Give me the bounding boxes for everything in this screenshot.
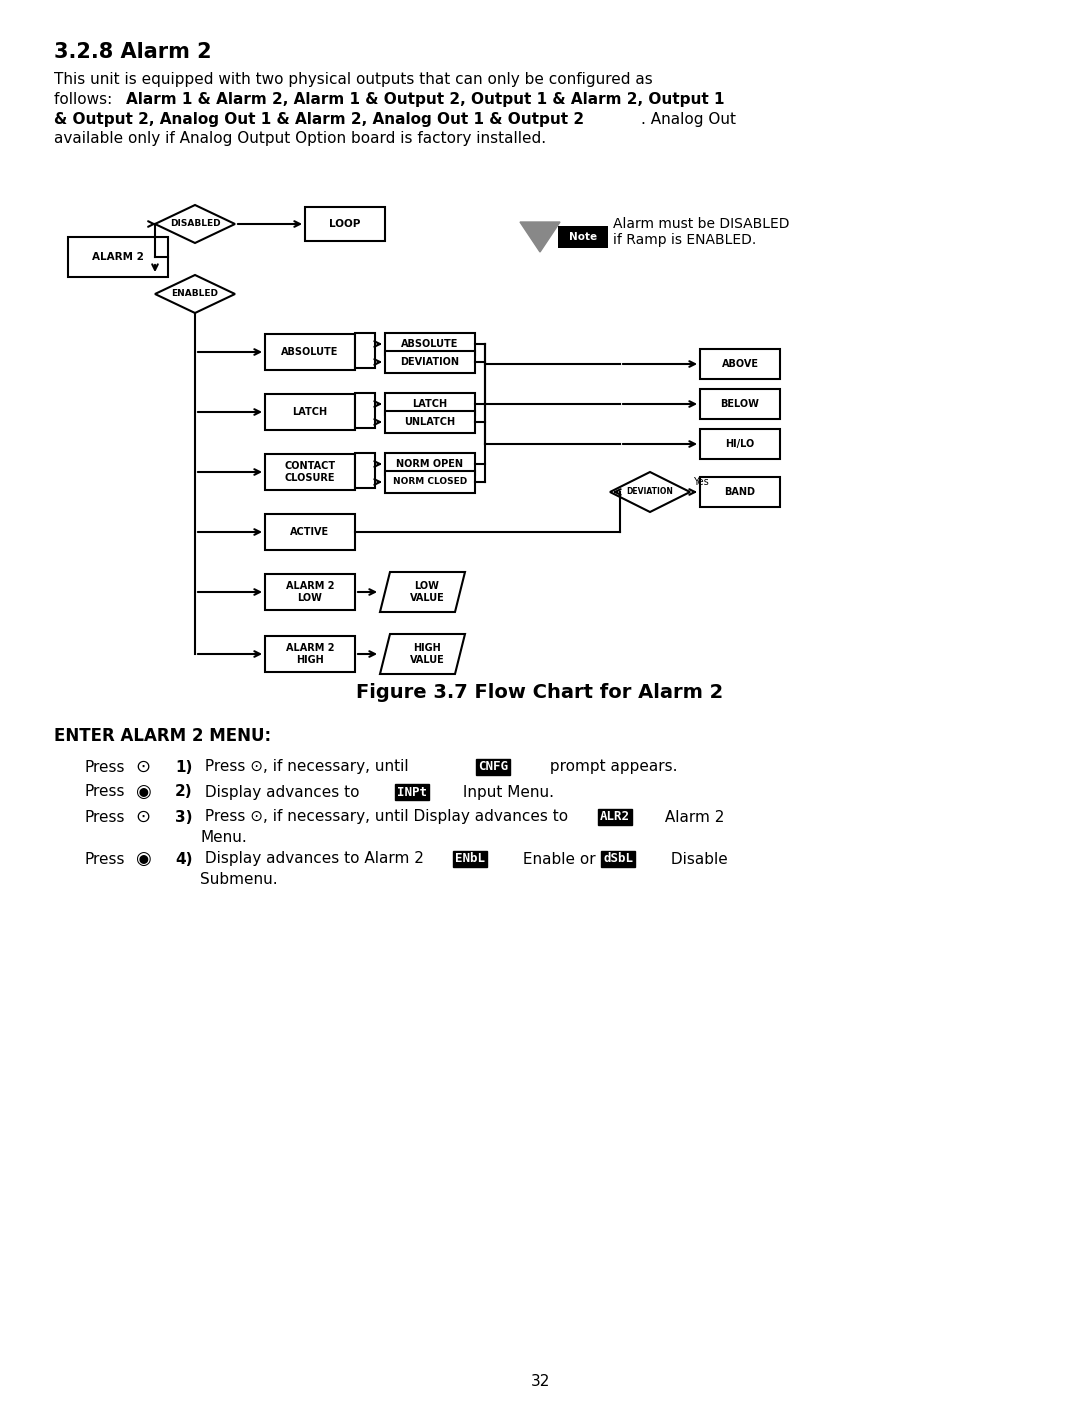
Text: CNFG: CNFG <box>478 761 508 774</box>
Bar <box>265 394 355 431</box>
Text: ABSOLUTE: ABSOLUTE <box>402 339 459 349</box>
Text: UNLATCH: UNLATCH <box>404 417 456 426</box>
Bar <box>355 393 375 428</box>
Bar <box>355 453 375 489</box>
Text: HIGH
VALUE: HIGH VALUE <box>409 644 444 665</box>
Text: ENTER ALARM 2 MENU:: ENTER ALARM 2 MENU: <box>54 727 271 746</box>
Bar <box>384 352 475 373</box>
Text: DEVIATION: DEVIATION <box>401 357 459 367</box>
Polygon shape <box>156 275 235 313</box>
Text: . Analog Out: . Analog Out <box>642 112 735 127</box>
Text: ◉: ◉ <box>135 850 151 868</box>
Text: Display advances to Alarm 2: Display advances to Alarm 2 <box>200 851 429 867</box>
Bar <box>265 455 355 490</box>
Text: Note: Note <box>569 232 597 241</box>
Bar <box>700 349 780 378</box>
Text: Yes: Yes <box>693 477 708 487</box>
Bar <box>305 208 384 241</box>
Text: HI/LO: HI/LO <box>726 439 755 449</box>
Text: 1): 1) <box>175 760 192 775</box>
Bar <box>700 429 780 459</box>
Text: ALARM 2: ALARM 2 <box>92 251 144 263</box>
Bar <box>700 388 780 419</box>
Text: Menu.: Menu. <box>200 829 246 844</box>
Bar <box>384 411 475 433</box>
Bar <box>265 335 355 370</box>
Text: BELOW: BELOW <box>720 400 759 409</box>
Text: Press: Press <box>85 809 125 825</box>
Bar <box>700 477 780 507</box>
Bar <box>558 226 608 249</box>
Text: Disable: Disable <box>666 851 728 867</box>
Bar <box>68 237 168 277</box>
Text: ALARM 2
LOW: ALARM 2 LOW <box>286 582 334 603</box>
Bar <box>355 333 375 369</box>
Text: NORM OPEN: NORM OPEN <box>396 459 463 469</box>
Text: INPt: INPt <box>397 785 427 799</box>
Text: 4): 4) <box>175 851 192 867</box>
Text: 3): 3) <box>175 809 192 825</box>
Text: 32: 32 <box>530 1374 550 1389</box>
Bar <box>265 575 355 610</box>
Text: available only if Analog Output Option board is factory installed.: available only if Analog Output Option b… <box>54 131 546 145</box>
Bar <box>384 333 475 354</box>
Text: Figure 3.7 Flow Chart for Alarm 2: Figure 3.7 Flow Chart for Alarm 2 <box>356 682 724 702</box>
Bar <box>384 393 475 415</box>
Text: follows:: follows: <box>54 92 117 107</box>
Text: This unit is equipped with two physical outputs that can only be configured as: This unit is equipped with two physical … <box>54 72 652 88</box>
Text: LOW
VALUE: LOW VALUE <box>409 582 444 603</box>
Bar <box>265 514 355 551</box>
Text: Alarm 2: Alarm 2 <box>660 809 725 825</box>
Text: Enable or: Enable or <box>518 851 600 867</box>
Text: NORM CLOSED: NORM CLOSED <box>393 477 468 487</box>
Text: 2): 2) <box>175 785 192 799</box>
Text: prompt appears.: prompt appears. <box>545 760 677 775</box>
Text: BAND: BAND <box>725 487 756 497</box>
Text: Press ⊙, if necessary, until: Press ⊙, if necessary, until <box>200 760 414 775</box>
Text: ACTIVE: ACTIVE <box>291 527 329 537</box>
Text: ABSOLUTE: ABSOLUTE <box>281 347 339 357</box>
Text: Alarm 1 & Alarm 2, Alarm 1 & Output 2, Output 1 & Alarm 2, Output 1: Alarm 1 & Alarm 2, Alarm 1 & Output 2, O… <box>126 92 725 107</box>
Polygon shape <box>156 205 235 243</box>
Text: ALR2: ALR2 <box>600 810 630 823</box>
Polygon shape <box>380 572 465 611</box>
Text: DISABLED: DISABLED <box>170 219 220 229</box>
Text: ALARM 2
HIGH: ALARM 2 HIGH <box>286 644 334 665</box>
Polygon shape <box>380 634 465 674</box>
Bar <box>384 453 475 474</box>
Text: dSbL: dSbL <box>603 853 633 866</box>
Text: & Output 2, Analog Out 1 & Alarm 2, Analog Out 1 & Output 2: & Output 2, Analog Out 1 & Alarm 2, Anal… <box>54 112 584 127</box>
Text: ABOVE: ABOVE <box>721 359 758 369</box>
Text: Input Menu.: Input Menu. <box>458 785 554 799</box>
Bar <box>384 472 475 493</box>
Polygon shape <box>610 472 690 513</box>
Text: Press: Press <box>85 760 125 775</box>
Text: Display advances to: Display advances to <box>200 785 364 799</box>
Text: Press: Press <box>85 785 125 799</box>
Text: Alarm must be DISABLED
if Ramp is ENABLED.: Alarm must be DISABLED if Ramp is ENABLE… <box>613 217 789 247</box>
Text: Press: Press <box>85 851 125 867</box>
Text: DEVIATION: DEVIATION <box>626 487 674 497</box>
Text: CONTACT
CLOSURE: CONTACT CLOSURE <box>284 462 336 483</box>
Bar <box>265 635 355 672</box>
Text: 3.2.8 Alarm 2: 3.2.8 Alarm 2 <box>54 42 212 62</box>
Text: ENABLED: ENABLED <box>172 289 218 298</box>
Text: Press ⊙, if necessary, until Display advances to: Press ⊙, if necessary, until Display adv… <box>200 809 573 825</box>
Text: ◉: ◉ <box>135 784 151 801</box>
Polygon shape <box>519 222 561 251</box>
Text: Submenu.: Submenu. <box>200 871 278 887</box>
Text: LATCH: LATCH <box>293 407 327 417</box>
Text: LOOP: LOOP <box>329 219 361 229</box>
Text: ⊙: ⊙ <box>135 808 150 826</box>
Text: ⊙: ⊙ <box>135 758 150 777</box>
Text: ENbL: ENbL <box>455 853 485 866</box>
Text: LATCH: LATCH <box>413 400 447 409</box>
